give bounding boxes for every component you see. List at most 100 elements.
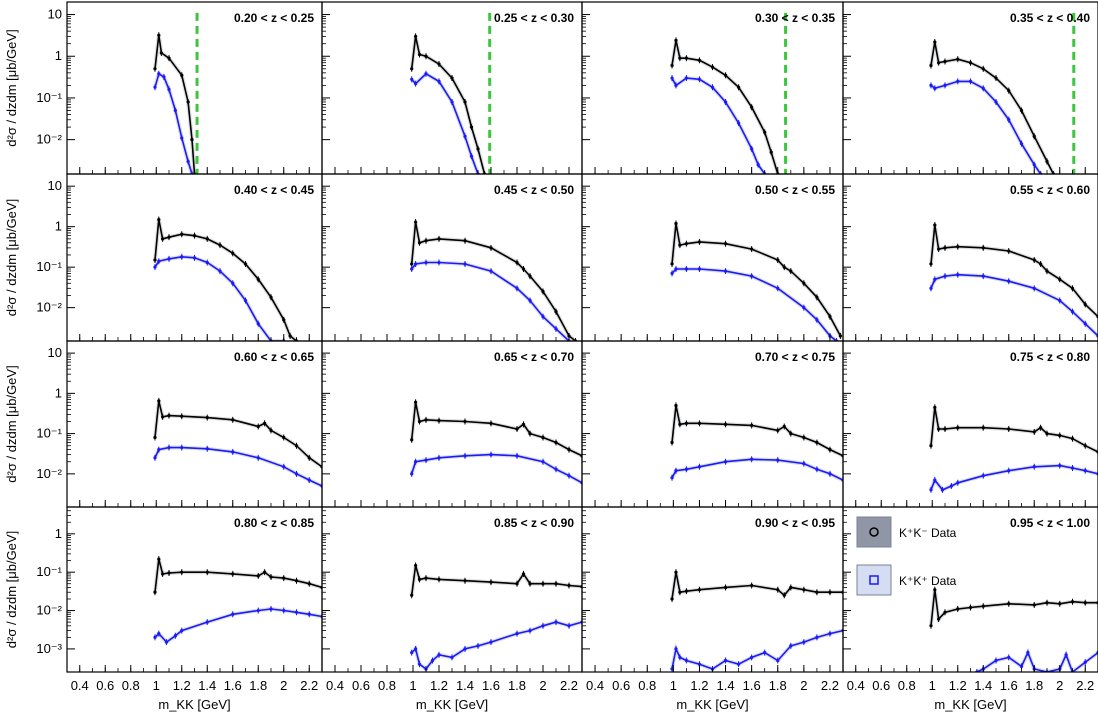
- x-tick-label: 0.6: [352, 678, 370, 693]
- kpkp-point: [1058, 298, 1062, 303]
- kpkm-point: [815, 590, 819, 594]
- kpkp-point: [723, 269, 728, 273]
- y-tick-label: 1: [55, 385, 62, 400]
- panel-z-label: 0.95 < z < 1.00: [1010, 516, 1090, 530]
- kpkp-point: [410, 267, 414, 271]
- kpkp-point: [776, 286, 780, 290]
- kpkm-point: [167, 235, 171, 239]
- x-tick-label: 0.4: [586, 678, 604, 693]
- kpkp-point: [828, 472, 832, 476]
- kpkm-point: [802, 588, 806, 592]
- kpkp-point: [1083, 660, 1087, 664]
- kpkp-point: [1007, 655, 1011, 660]
- x-axis-label: m_KK [GeV]: [934, 697, 1006, 712]
- kpkm-point: [929, 262, 933, 266]
- kpkp-point: [674, 267, 678, 271]
- panel-plot-area: [929, 586, 1098, 672]
- kpkp-point: [541, 315, 545, 319]
- kpkp-point: [776, 458, 780, 462]
- x-tick-label: 1.2: [430, 678, 448, 693]
- kpkp-point: [515, 632, 519, 636]
- panel-z-label: 0.40 < z < 0.45: [234, 183, 314, 197]
- panel-1: 0.20 < z < 0.25 10⁻² 10⁻¹ 1 10 d²σ / dzdm [μb…: [4, 1, 323, 175]
- kpkp-point: [243, 298, 248, 303]
- kpkp-point: [723, 460, 728, 464]
- kpkm-point: [697, 240, 702, 244]
- kpkp-point: [307, 612, 311, 616]
- y-axis-label: d²σ / dzdm [μb/GeV]: [4, 531, 19, 648]
- kpkp-syst-band: [153, 254, 284, 341]
- kpkm-point: [968, 605, 973, 610]
- kpkm-point: [521, 422, 526, 426]
- kpkm-syst-band: [670, 39, 780, 174]
- x-tick-label: 2.2: [821, 678, 839, 693]
- kpkm-point: [205, 415, 209, 420]
- x-tick-label: 0.6: [96, 678, 114, 693]
- panel-z-label: 0.80 < z < 0.85: [234, 516, 314, 530]
- y-tick-label: 10: [48, 7, 62, 22]
- kpkm-point: [180, 414, 184, 418]
- kpkm-point: [541, 435, 545, 440]
- kpkm-point: [153, 435, 157, 440]
- kpkm-point: [1058, 602, 1062, 606]
- x-tick-label: 0.8: [898, 678, 916, 693]
- kpkp-point: [1070, 309, 1075, 314]
- kpkp-point: [417, 662, 422, 666]
- panel-plot-area: [409, 219, 578, 341]
- kpkm-point: [1083, 444, 1087, 448]
- kpkp-syst-band: [410, 260, 571, 341]
- kpkm-point: [782, 593, 786, 597]
- kpkm-point: [933, 405, 937, 409]
- kpkp-point: [678, 655, 682, 660]
- kpkp-point: [981, 274, 985, 278]
- kpkp-point: [282, 608, 286, 613]
- kpkm-point: [1039, 426, 1043, 430]
- kpkm-point: [674, 570, 678, 574]
- kpkp-point: [180, 445, 184, 450]
- kpkm-point: [674, 38, 678, 42]
- kpkp-point: [933, 86, 937, 90]
- kpkp-point: [789, 644, 793, 648]
- kpkm-point: [750, 583, 754, 588]
- kpkm-point: [678, 56, 682, 60]
- kpkm-point: [153, 258, 157, 262]
- kpkp-point: [282, 465, 286, 469]
- panel-z-label: 0.25 < z < 0.30: [494, 11, 574, 25]
- kpkm-point: [943, 246, 947, 250]
- kpkm-syst-band: [153, 219, 298, 341]
- kpkm-point: [956, 426, 960, 430]
- kpkp-point: [541, 624, 545, 628]
- kpkm-point: [231, 418, 235, 422]
- kpkp-point: [231, 450, 235, 454]
- kpkm-point: [670, 597, 674, 601]
- kpkm-point: [723, 242, 728, 246]
- kpkm-point: [541, 582, 545, 586]
- y-tick-label: 1: [55, 219, 62, 234]
- kpkp-point: [1064, 653, 1068, 657]
- kpkm-point: [1070, 600, 1075, 604]
- panel-4: 0.35 < z < 0.40: [842, 1, 1098, 175]
- kpkp-point: [750, 457, 754, 461]
- kpkp-syst-band: [670, 267, 838, 341]
- kpkm-point: [288, 334, 292, 338]
- kpkp-point: [180, 255, 184, 259]
- kpkm-point: [294, 444, 299, 448]
- kpkm-point: [937, 427, 941, 431]
- kpkp-line: [930, 464, 1098, 491]
- panel-plot-area: [670, 220, 843, 341]
- kpkm-point: [815, 295, 819, 299]
- kpkm-point: [307, 456, 311, 460]
- kpkm-point: [802, 435, 806, 440]
- kpkp-point: [750, 147, 754, 151]
- kpkp-point: [269, 607, 273, 611]
- kpkp-point: [157, 259, 161, 263]
- kpkm-point: [414, 400, 418, 404]
- legend: K⁺K⁻ Data K⁺K⁺ Data: [856, 516, 957, 596]
- x-tick-label: 1.4: [456, 678, 474, 693]
- kpkp-point: [424, 260, 428, 265]
- kpkp-point: [1007, 469, 1011, 473]
- legend-label: K⁺K⁺ Data: [899, 574, 957, 588]
- kpkp-point: [437, 260, 441, 265]
- x-tick-label: 2: [1056, 678, 1063, 693]
- kpkp-point: [710, 85, 715, 89]
